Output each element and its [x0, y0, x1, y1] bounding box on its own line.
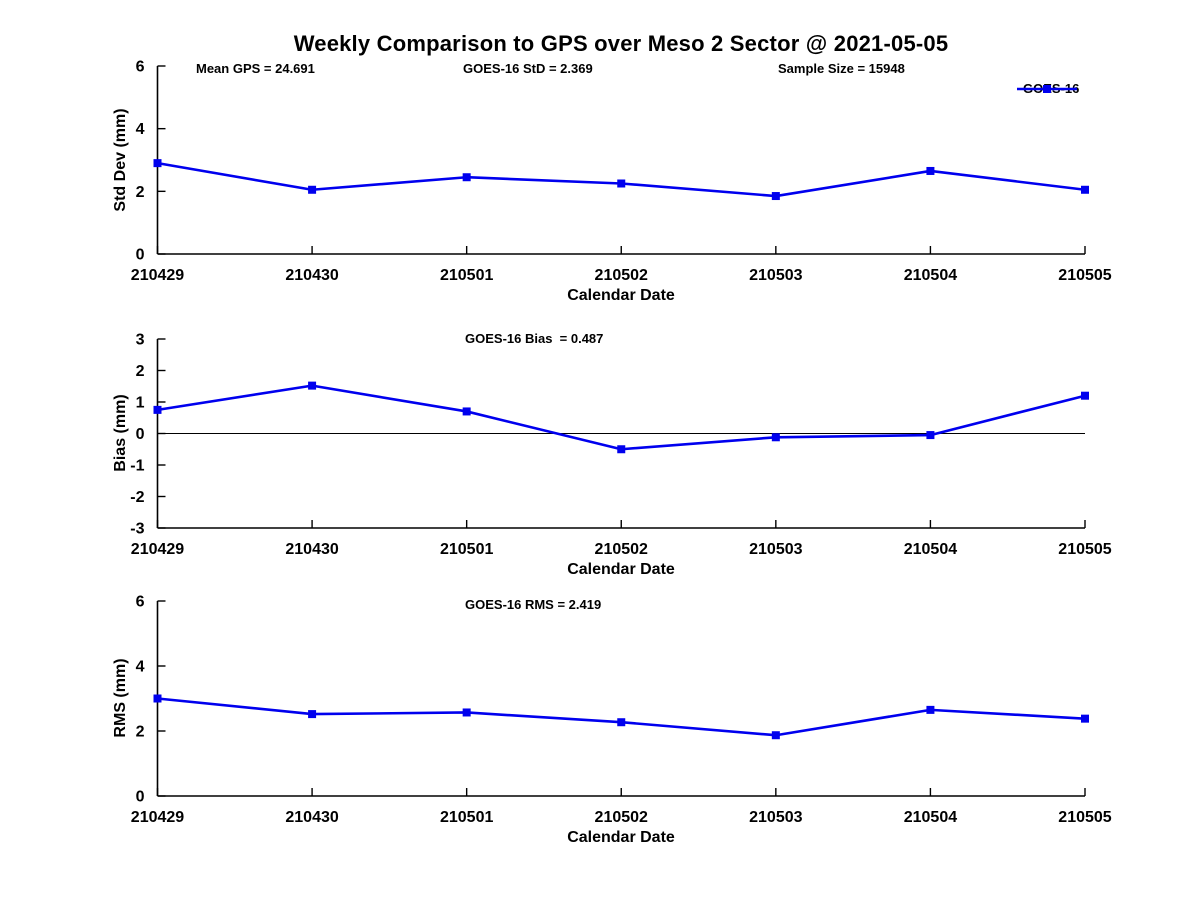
data-point-marker — [153, 694, 162, 703]
x-axis-label-subplot2: Calendar Date — [567, 561, 675, 578]
data-point-marker — [617, 179, 626, 188]
y-tick-label: 0 — [136, 789, 145, 806]
y-tick-label: 4 — [136, 121, 145, 138]
annotation-goes16-bias: GOES-16 Bias = 0.487 — [465, 331, 604, 346]
x-tick-label: 210430 — [285, 541, 338, 558]
annotation-goes16-rms: GOES-16 RMS = 2.419 — [465, 597, 602, 612]
data-point-marker — [617, 718, 626, 727]
x-tick-label: 210502 — [595, 541, 648, 558]
x-tick-label: 210502 — [595, 809, 648, 826]
data-point-marker — [153, 405, 162, 414]
data-point-marker — [926, 705, 935, 714]
data-point-marker — [771, 731, 780, 740]
data-point-marker — [771, 192, 780, 201]
y-tick-label: -1 — [130, 458, 144, 475]
y-tick-label: 1 — [136, 395, 145, 412]
chart-title: Weekly Comparison to GPS over Meso 2 Sec… — [293, 31, 949, 56]
y-tick-label: 2 — [136, 724, 145, 741]
y-tick-label: 4 — [136, 659, 145, 676]
x-tick-label: 210505 — [1058, 541, 1111, 558]
x-tick-label: 210504 — [904, 541, 957, 558]
y-tick-label: 6 — [136, 59, 145, 76]
data-point-marker — [308, 185, 317, 194]
data-point-marker — [308, 381, 317, 390]
data-point-marker — [926, 166, 935, 175]
x-tick-label: 210429 — [131, 809, 184, 826]
x-tick-label: 210429 — [131, 541, 184, 558]
data-point-marker — [1081, 714, 1089, 723]
x-tick-label: 210503 — [749, 541, 802, 558]
x-tick-label: 210430 — [285, 267, 338, 284]
y-tick-label: 2 — [136, 363, 145, 380]
x-tick-label: 210501 — [440, 267, 493, 284]
y-axis-label-rms: RMS (mm) — [112, 658, 129, 738]
data-point-marker — [462, 407, 471, 416]
data-point-marker — [462, 708, 471, 717]
legend-line-marker-icon — [1017, 85, 1077, 93]
x-tick-label: 210505 — [1058, 809, 1111, 826]
x-tick-label: 210503 — [749, 267, 802, 284]
x-tick-label: 210505 — [1058, 267, 1111, 284]
x-tick-label: 210501 — [440, 809, 493, 826]
x-tick-label: 210502 — [595, 267, 648, 284]
data-point-marker — [462, 173, 471, 182]
y-axis-label-std-dev: Std Dev (mm) — [112, 108, 129, 212]
annotation-mean-gps: Mean GPS = 24.691 — [196, 61, 315, 76]
data-point-marker — [617, 445, 626, 454]
data-point-marker — [153, 159, 162, 168]
x-tick-label: 210503 — [749, 809, 802, 826]
data-point-marker — [308, 710, 317, 719]
annotation-goes16-std: GOES-16 StD = 2.369 — [463, 61, 593, 76]
y-tick-label: 6 — [136, 594, 145, 611]
data-point-marker — [1081, 185, 1089, 194]
x-axis-label-subplot3: Calendar Date — [567, 829, 675, 846]
y-tick-label: 0 — [136, 426, 145, 443]
data-point-marker — [1081, 391, 1089, 400]
y-tick-label: 3 — [136, 332, 145, 349]
x-tick-label: 210429 — [131, 267, 184, 284]
x-tick-label: 210430 — [285, 809, 338, 826]
x-axis-label-subplot1: Calendar Date — [567, 287, 675, 304]
y-axis-label-bias: Bias (mm) — [112, 394, 129, 472]
legend: GOES-16 — [1017, 81, 1079, 97]
annotation-sample-size: Sample Size = 15948 — [778, 61, 905, 76]
data-point-marker — [771, 433, 780, 442]
x-tick-label: 210504 — [904, 267, 957, 284]
x-tick-label: 210501 — [440, 541, 493, 558]
y-tick-label: 0 — [136, 247, 145, 264]
y-tick-label: -2 — [130, 489, 144, 506]
y-tick-label: -3 — [130, 521, 144, 538]
series-line-goes16 — [157, 384, 1086, 451]
y-tick-label: 2 — [136, 184, 145, 201]
x-tick-label: 210504 — [904, 809, 957, 826]
series-line-goes16 — [157, 697, 1086, 737]
data-point-marker — [926, 431, 935, 440]
